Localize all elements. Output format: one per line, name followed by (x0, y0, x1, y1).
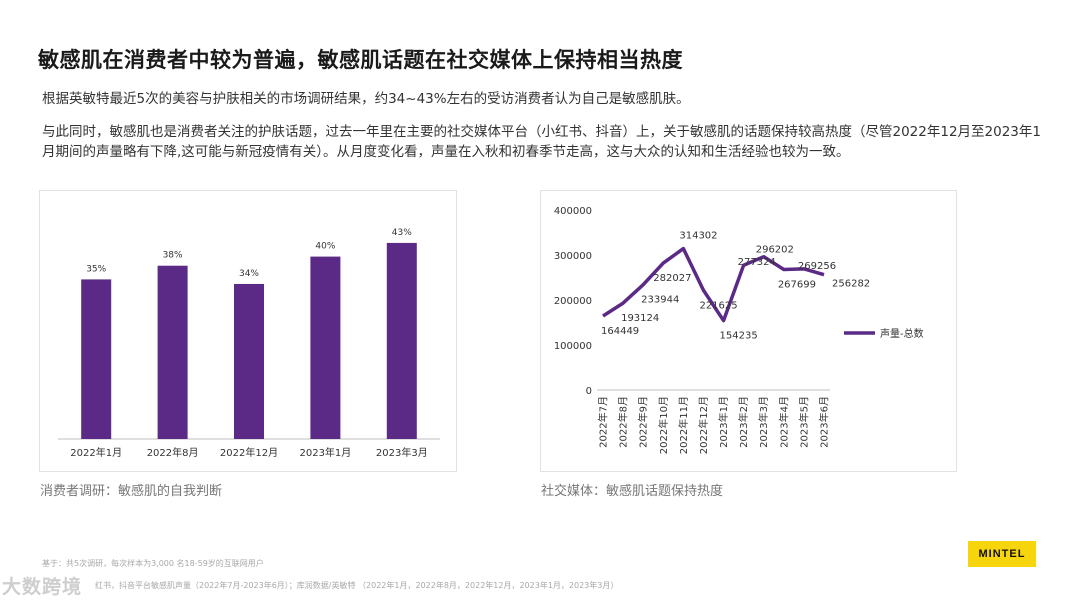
y-tick-label: 400000 (554, 206, 592, 217)
line-data-label: 154235 (720, 331, 758, 342)
x-tick-label: 2023年3月 (757, 396, 770, 448)
bar-chart-panel: 35% 2022年1月 38% 2022年8月 34% 2022年12月 40% 2023年1… (39, 190, 457, 472)
bar-chart: 35% 2022年1月 38% 2022年8月 34% 2022年12月 40% 2023年1… (58, 228, 440, 459)
line-chart-caption: 社交媒体：敏感肌话题保持热度 (541, 484, 724, 499)
x-tick-label: 2022年12月 (697, 396, 710, 454)
y-tick-label: 0 (586, 386, 592, 397)
x-tick-label: 2023年6月 (818, 396, 831, 448)
line-data-label: 296202 (756, 245, 794, 256)
y-tick-label: 300000 (554, 251, 592, 262)
bar-value-label: 34% (239, 269, 259, 279)
bar (386, 242, 417, 439)
x-tick-label: 2022年7月 (597, 396, 610, 448)
bar-value-label: 40% (315, 242, 335, 252)
bar-chart-caption: 消费者调研：敏感肌的自我判断 (40, 484, 223, 499)
bar-category-label: 2022年1月 (70, 446, 122, 459)
line-data-label: 314302 (679, 231, 717, 242)
line-data-label: 256282 (832, 279, 870, 290)
bar (234, 283, 264, 439)
x-tick-label: 2023年1月 (717, 396, 730, 448)
series-line (602, 246, 825, 323)
mintel-logo: MINTEL (968, 541, 1036, 567)
footnote-source: 红书，抖音平台敏感肌声量（2022年7月-2023年6月）；库润数据/英敏特 （… (95, 581, 619, 590)
x-tick-label: 2022年8月 (617, 396, 630, 448)
x-tick-label: 2023年2月 (737, 396, 750, 448)
line-data-label: 269256 (798, 261, 836, 272)
bar-category-label: 2023年1月 (299, 446, 351, 459)
bar (81, 279, 112, 439)
y-tick-label: 100000 (554, 341, 592, 352)
line-chart: 0 100000 200000 300000 400000 2022年7月 2022年8月 2… (554, 206, 924, 454)
x-tick-label: 2022年9月 (637, 396, 650, 448)
bar-value-label: 43% (392, 228, 412, 238)
detail-paragraph: 与此同时，敏感肌也是消费者关注的护肤话题，过去一年里在主要的社交媒体平台（小红书… (42, 124, 1041, 160)
line-chart-panel: 0 100000 200000 300000 400000 2022年7月 2022年8月 2… (540, 190, 957, 472)
line-data-label: 164449 (601, 326, 639, 337)
page-title: 敏感肌在消费者中较为普遍，敏感肌话题在社交媒体上保持相当热度 (38, 48, 683, 72)
x-tick-label: 2022年10月 (657, 396, 670, 454)
legend-label: 声量-总数 (880, 327, 924, 340)
x-tick-label: 2023年4月 (777, 396, 790, 448)
watermark: 大数跨境 (2, 576, 83, 598)
line-data-label: 267699 (778, 280, 816, 291)
bar (157, 265, 188, 439)
bar-value-label: 35% (86, 264, 106, 274)
bar-category-label: 2022年8月 (147, 446, 199, 459)
line-data-label: 233944 (641, 295, 679, 306)
x-tick-label: 2022年11月 (677, 396, 690, 454)
line-data-label: 282027 (653, 273, 691, 284)
line-data-label: 221625 (699, 300, 737, 311)
bar-category-label: 2022年12月 (220, 446, 278, 459)
line-data-label: 277324 (738, 257, 776, 268)
bar-value-label: 38% (163, 251, 183, 261)
intro-paragraph: 根据英敏特最近5次的美容与护肤相关的市场调研结果，约34~43%左右的受访消费者… (42, 91, 690, 107)
x-tick-label: 2023年5月 (797, 396, 810, 448)
footnote-base: 基于：共5次调研，每次样本为3,000 名18-59岁的互联网用户 (42, 559, 264, 568)
bar (310, 256, 341, 439)
line-data-label: 193124 (621, 313, 659, 324)
y-tick-label: 200000 (554, 296, 592, 307)
bar-category-label: 2023年3月 (376, 446, 428, 459)
